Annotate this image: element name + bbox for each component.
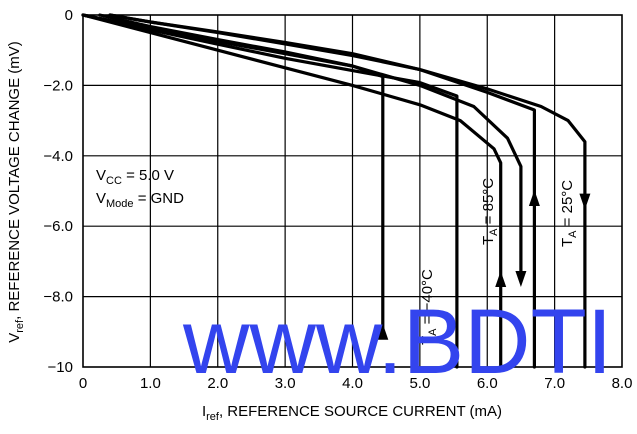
- condition-vmode: VMode = GND: [96, 190, 184, 210]
- tick-labels: 0 1.0 2.0 3.0 4.0 5.0 6.0 7.0 8.0 0 −2.0 −4.0 −6.0 −8…: [43, 7, 632, 392]
- series-label-minus40: TA = −40°C: [419, 269, 439, 345]
- condition-vcc: VCC = 5.0 V: [96, 167, 174, 187]
- y-tick-label: −6.0: [43, 218, 73, 235]
- curves: [81, 13, 587, 369]
- y-tick-label: −10: [48, 359, 73, 376]
- x-axis-title: Iref, REFERENCE SOURCE CURRENT (mA): [202, 403, 502, 423]
- series-label-85: TA = 85°C: [480, 178, 500, 245]
- y-tick-label: −8.0: [43, 289, 73, 306]
- arrow-down: [515, 271, 527, 287]
- x-tick-label: 3.0: [275, 375, 296, 392]
- arrow-up: [377, 323, 389, 340]
- arrow-up: [495, 271, 507, 287]
- series-line-1: [81, 13, 459, 369]
- series-line-2: [81, 13, 503, 369]
- x-tick-label: 8.0: [612, 375, 633, 392]
- x-tick-label: 1.0: [140, 375, 161, 392]
- watermark: www.BDTI: [182, 291, 612, 393]
- y-tick-label: −2.0: [43, 77, 73, 94]
- x-tick-label: 5.0: [409, 375, 430, 392]
- series-line-5: [108, 13, 587, 369]
- plot-frame: [82, 14, 623, 368]
- x-tick-label: 2.0: [207, 375, 228, 392]
- y-tick-label: 0: [65, 7, 73, 24]
- x-tick-label: 0: [79, 375, 87, 392]
- series-label-25: TA = 25°C: [559, 180, 579, 247]
- arrow-down: [579, 193, 591, 210]
- x-tick-label: 7.0: [544, 375, 565, 392]
- y-tick-label: −4.0: [43, 148, 73, 165]
- x-tick-label: 4.0: [342, 375, 363, 392]
- x-tick-label: 6.0: [477, 375, 498, 392]
- arrows: [377, 190, 591, 340]
- y-axis-title: Vref, REFERENCE VOLTAGE CHANGE (mV): [6, 41, 26, 343]
- grid: [83, 15, 622, 367]
- arrow-up: [528, 190, 540, 206]
- series-line-3: [98, 13, 523, 281]
